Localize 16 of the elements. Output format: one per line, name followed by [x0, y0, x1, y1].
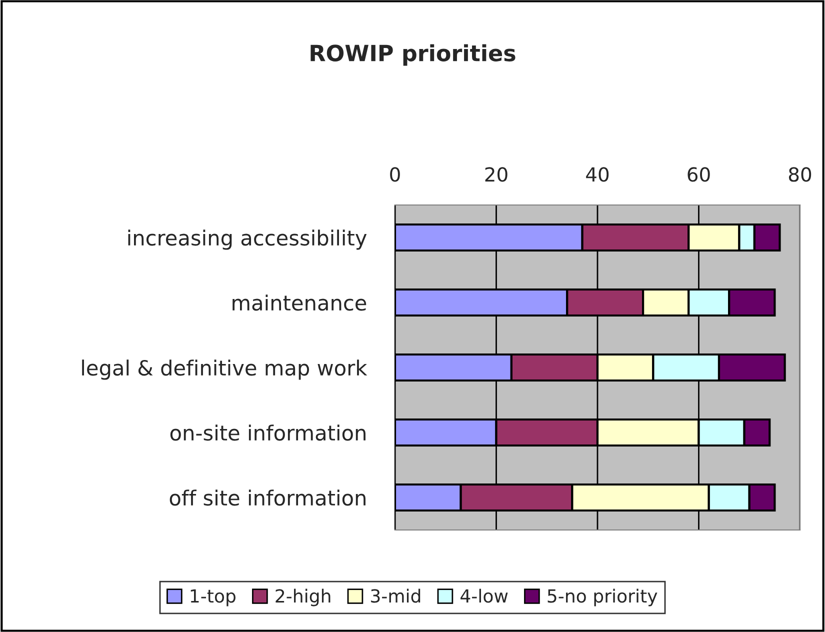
legend-label: 4-low [460, 588, 508, 603]
legend-label: 1-top [190, 589, 236, 606]
chart-title: ROWIP priorities [310, 44, 516, 66]
x-tick-label: 0 [390, 167, 400, 182]
legend-label: 5-no priority [548, 588, 658, 606]
legend-label: 2-high [276, 588, 330, 606]
y-tick-label: on-site information [170, 424, 366, 441]
x-tick-label: 40 [586, 167, 609, 182]
x-tick-label: 80 [788, 167, 812, 182]
y-tick-label: maintenance [232, 294, 366, 311]
y-tick-label: increasing accessibility [128, 230, 367, 250]
x-tick-label: 20 [485, 167, 508, 182]
y-tick-label: legal & definitive map work [82, 360, 368, 380]
legend-label: 3-mid [371, 588, 420, 603]
y-tick-label: off site information [170, 490, 366, 506]
x-tick-label: 60 [688, 167, 710, 182]
